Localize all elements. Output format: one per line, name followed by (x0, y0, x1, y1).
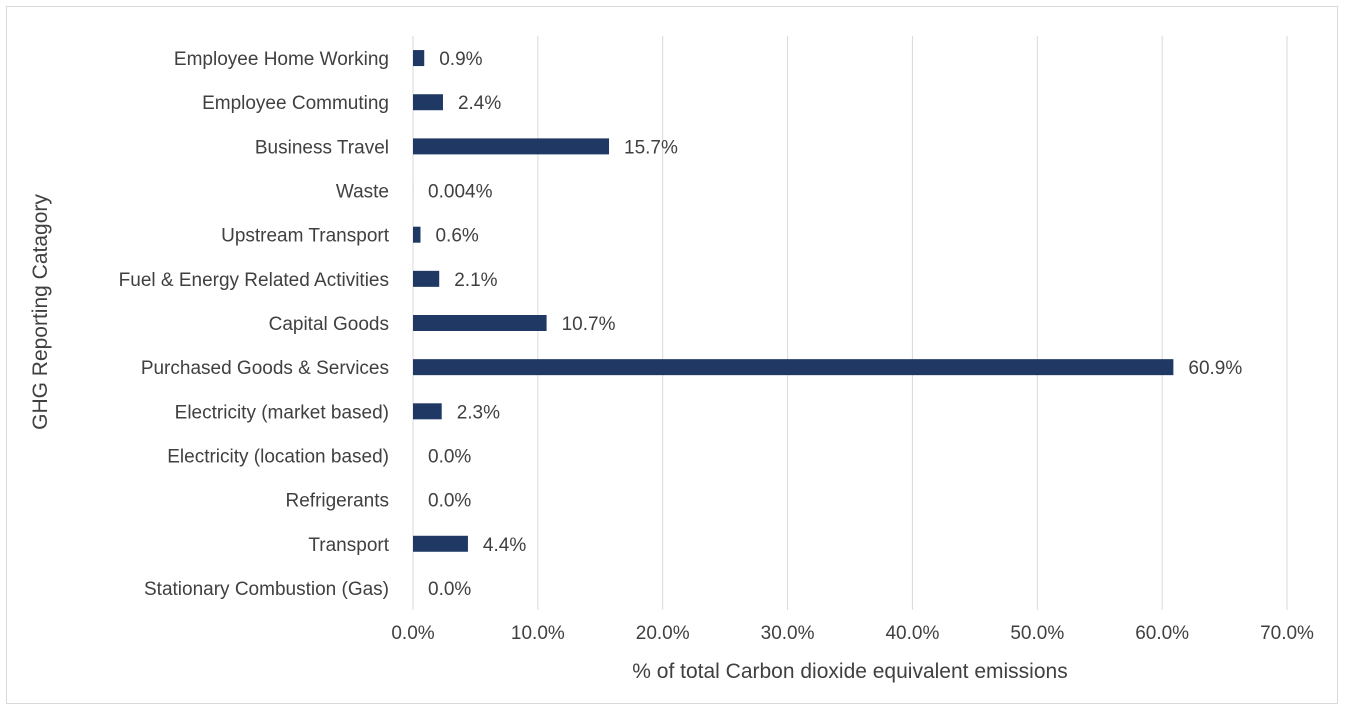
data-label: 2.3% (457, 402, 500, 423)
bar (413, 403, 442, 420)
bar (413, 535, 468, 552)
bars (413, 50, 1174, 552)
x-tick-labels: 0.0% 10.0% 20.0% 30.0% 40.0% 50.0% 60.0% 70.0% (391, 623, 1314, 644)
bar (413, 94, 443, 111)
category-label: Employee Commuting (202, 93, 389, 114)
category-label: Business Travel (255, 137, 389, 158)
gridlines (412, 36, 1288, 610)
category-label: Employee Home Working (174, 49, 389, 70)
bar (413, 359, 1174, 376)
data-label: 15.7% (624, 137, 678, 158)
data-label: 0.0% (428, 579, 471, 600)
bar (413, 138, 610, 155)
data-label: 0.6% (435, 226, 478, 247)
data-label: 4.4% (483, 535, 526, 556)
x-tick-label: 50.0% (1010, 623, 1064, 644)
data-label: 2.1% (454, 270, 497, 291)
data-label: 2.4% (458, 93, 501, 114)
x-tick-label: 30.0% (761, 623, 815, 644)
data-labels: 0.0% 4.4% 0.0% 0.0% 2.3% 60.9% 10.7% 2.1% 0.6% 0.… (428, 49, 1242, 600)
category-label: Capital Goods (269, 314, 389, 335)
data-label: 0.0% (428, 491, 471, 512)
data-label: 10.7% (562, 314, 616, 335)
data-label: 60.9% (1188, 358, 1242, 379)
category-label: Transport (308, 535, 389, 556)
x-tick-label: 20.0% (636, 623, 690, 644)
x-tick-label: 70.0% (1260, 623, 1314, 644)
bar-chart: Stationary Combustion (Gas) Transport Refr… (29, 36, 1314, 683)
data-label: 0.0% (428, 446, 471, 467)
category-label: Upstream Transport (221, 226, 390, 247)
category-label: Fuel & Energy Related Activities (119, 270, 389, 291)
bar (413, 270, 440, 287)
category-labels: Stationary Combustion (Gas) Transport Refr… (119, 49, 390, 600)
category-label: Waste (336, 182, 389, 203)
y-axis-title: GHG Reporting Catagory (29, 194, 52, 430)
category-label: Purchased Goods & Services (141, 358, 389, 379)
bar (413, 315, 547, 331)
category-label: Electricity (location based) (167, 446, 389, 467)
category-label: Refrigerants (286, 491, 390, 512)
x-tick-label: 60.0% (1135, 623, 1189, 644)
x-tick-label: 40.0% (885, 623, 939, 644)
chart-frame: Stationary Combustion (Gas) Transport Refr… (6, 6, 1338, 704)
x-tick-label: 10.0% (511, 623, 565, 644)
data-label: 0.004% (428, 182, 493, 203)
x-axis-title: % of total Carbon dioxide equivalent emi… (632, 660, 1067, 683)
category-label: Stationary Combustion (Gas) (144, 579, 389, 600)
category-label: Electricity (market based) (175, 402, 389, 423)
bar (413, 50, 425, 67)
bar (413, 226, 421, 243)
x-tick-label: 0.0% (391, 623, 434, 644)
data-label: 0.9% (439, 49, 482, 70)
